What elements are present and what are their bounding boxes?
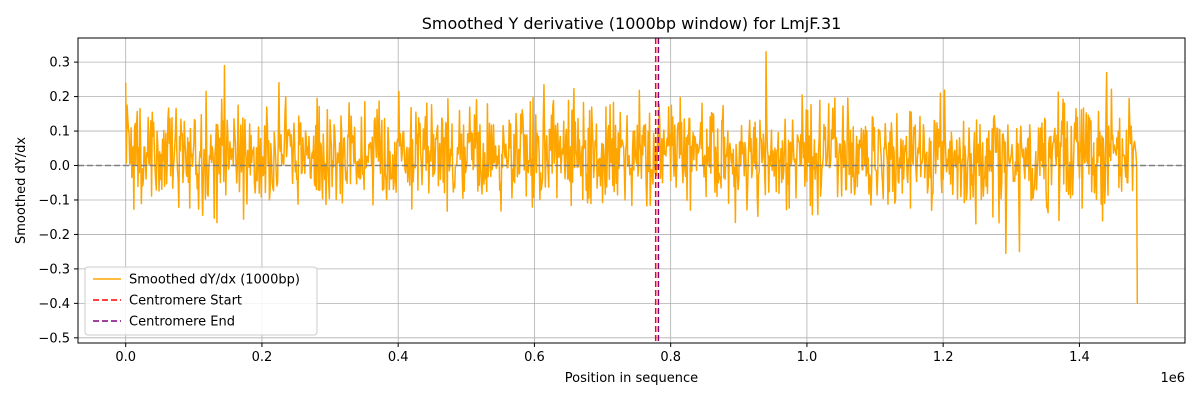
- y-tick-label: −0.4: [38, 297, 70, 312]
- legend: Smoothed dY/dx (1000bp) Centromere Start C…: [84, 266, 318, 336]
- y-tick-label: 0.2: [49, 90, 70, 105]
- y-axis-title: Smoothed dY/dx: [14, 137, 29, 244]
- legend-label: Centromere Start: [129, 294, 242, 309]
- x-tick-label: 0.8: [660, 350, 681, 365]
- x-tick-label: 0.2: [252, 350, 273, 365]
- chart-title: Smoothed Y derivative (1000bp window) fo…: [422, 14, 842, 33]
- series-line-smoothed-dydx: [124, 51, 1139, 305]
- y-tick-label: 0.3: [49, 56, 70, 71]
- x-tick-label: 0.0: [115, 350, 136, 365]
- x-tick-label: 0.6: [524, 350, 545, 365]
- y-tick-label: −0.3: [38, 262, 70, 277]
- x-tick-label: 1.2: [933, 350, 954, 365]
- y-tick-label: −0.5: [38, 331, 70, 346]
- y-tick-label: 0.0: [49, 159, 70, 174]
- x-tick-label: 1.4: [1069, 350, 1090, 365]
- x-tick-label: 0.4: [388, 350, 409, 365]
- legend-label: Centromere End: [129, 315, 235, 330]
- y-tick-label: −0.2: [38, 228, 70, 243]
- y-tick-label: −0.1: [38, 193, 70, 208]
- axes-frame: [77, 37, 1186, 344]
- x-tick-label: 1.0: [797, 350, 818, 365]
- legend-label: Smoothed dY/dx (1000bp): [129, 273, 300, 288]
- x-axis-title: Position in sequence: [565, 371, 698, 386]
- legend-box: [84, 266, 318, 336]
- y-tick-label: 0.1: [49, 125, 70, 140]
- x-axis-offset-label: 1e6: [1160, 371, 1185, 386]
- plot-area: 0.0 0.2 0.4 0.6 0.8 1.0 1.2 1.4 −0.5 −0.4 −0.3 −0.2…: [38, 37, 1186, 365]
